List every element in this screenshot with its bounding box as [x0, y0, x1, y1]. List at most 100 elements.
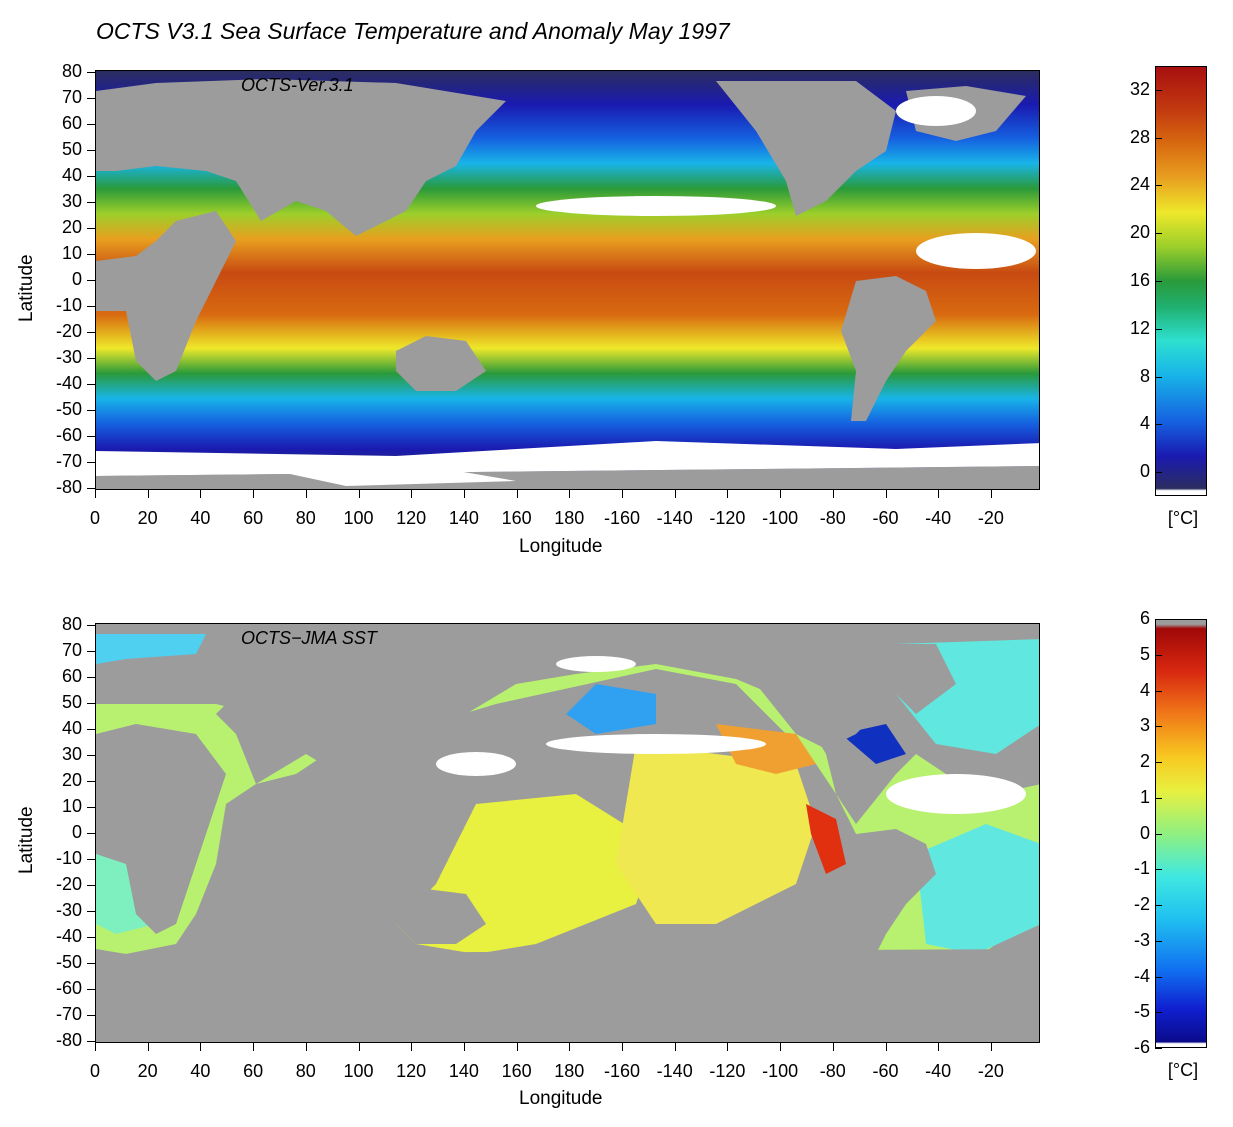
x-tick-mark	[990, 1043, 992, 1051]
colorbar-tick-mark	[1155, 976, 1162, 978]
x-tick-label: 180	[554, 1061, 585, 1081]
y-tick-mark	[87, 1015, 95, 1016]
y-tick-label: -30	[55, 900, 82, 920]
y-tick-label: 70	[61, 640, 82, 660]
colorbar-tick-mark	[1155, 137, 1162, 139]
y-tick-label: 40	[61, 165, 82, 185]
x-tick-label: 120	[396, 1061, 427, 1081]
x-tick-label: 20	[137, 1061, 158, 1081]
y-tick-mark	[87, 202, 95, 203]
colorbar-tick-label: -5	[1133, 1001, 1150, 1022]
y-tick-mark	[87, 651, 95, 652]
panel-label: OCTS-Ver.3.1	[241, 75, 354, 95]
sst-colorbar	[1155, 66, 1207, 496]
x-tick-label: 0	[89, 508, 100, 528]
colorbar-tick-mark	[1155, 233, 1162, 235]
y-tick-label: 30	[61, 191, 82, 211]
anomaly-field-image	[96, 624, 1039, 1042]
y-tick-mark	[87, 254, 95, 255]
missing-data	[96, 96, 1039, 486]
colorbar-tick-label: -2	[1133, 894, 1150, 914]
x-tick-label: 140	[448, 508, 479, 528]
x-tick-mark	[622, 490, 623, 498]
colorbar-tick-mark	[1155, 281, 1162, 282]
x-tick-label: 60	[243, 1061, 264, 1081]
x-tick-label: -20	[977, 1061, 1004, 1081]
y-tick-label: -80	[55, 1030, 82, 1050]
y-tick-mark	[87, 885, 95, 886]
y-tick-mark	[87, 384, 95, 385]
colorbar-tick-mark	[1155, 797, 1162, 799]
colorbar-tick-label: 20	[1129, 222, 1150, 243]
x-tick-mark	[253, 1043, 255, 1051]
colorbar-tick-mark	[1155, 833, 1162, 835]
y-tick-mark	[87, 833, 95, 834]
y-tick-label: -60	[55, 978, 82, 998]
x-tick-mark	[569, 1043, 571, 1051]
y-tick-mark	[87, 963, 95, 964]
x-tick-mark	[463, 490, 465, 498]
x-tick-label: 100	[343, 1061, 374, 1081]
x-tick-label: 160	[501, 508, 532, 528]
x-tick-mark	[516, 490, 518, 498]
x-tick-mark	[780, 1043, 782, 1051]
y-tick-label: 10	[61, 243, 82, 263]
y-tick-mark	[87, 781, 95, 782]
x-tick-label: 80	[295, 508, 316, 528]
x-tick-label: 100	[343, 508, 374, 528]
x-tick-label: 140	[448, 1061, 479, 1081]
y-tick-mark	[87, 72, 95, 73]
y-tick-mark	[87, 280, 95, 281]
x-tick-mark	[622, 1043, 623, 1051]
x-tick-label: -100	[762, 1061, 799, 1081]
y-tick-label: 20	[61, 217, 82, 237]
y-tick-label: 10	[61, 796, 82, 816]
x-tick-mark	[674, 1043, 676, 1051]
x-tick-mark	[200, 1043, 202, 1051]
x-tick-mark	[147, 490, 149, 498]
anomaly-colorbar	[1155, 619, 1207, 1048]
colorbar-tick-label: 24	[1129, 174, 1150, 195]
x-tick-mark	[938, 1043, 940, 1051]
colorbar-tick-mark	[1155, 328, 1162, 330]
x-tick-mark	[253, 490, 255, 498]
land-mask	[96, 644, 1039, 1042]
x-tick-label: 40	[190, 508, 211, 528]
x-tick-label: -100	[762, 508, 799, 528]
y-tick-label: -40	[55, 373, 82, 393]
y-tick-label: 60	[61, 666, 82, 686]
sst-map: OCTS-Ver.3.1	[95, 70, 1040, 490]
colorbar-tick-mark	[1155, 89, 1162, 91]
y-tick-label: -30	[55, 347, 82, 367]
colorbar-unit: [°C]	[1167, 508, 1199, 528]
colorbar-tick-label: 4	[1139, 679, 1150, 700]
x-tick-mark	[358, 1043, 360, 1051]
x-tick-mark	[990, 490, 992, 498]
y-tick-label: -20	[55, 874, 82, 894]
colorbar-tick-mark	[1155, 654, 1162, 656]
x-tick-mark	[780, 490, 782, 498]
x-tick-mark	[147, 1043, 149, 1051]
x-tick-mark	[95, 490, 96, 498]
x-tick-label: 120	[396, 508, 427, 528]
y-tick-mark	[87, 859, 95, 860]
y-tick-label: 80	[61, 61, 82, 81]
x-tick-label: -160	[603, 1061, 641, 1081]
x-tick-mark	[727, 490, 729, 498]
colorbar-tick-mark	[1155, 1012, 1162, 1014]
colorbar-tick-label: 12	[1129, 317, 1150, 338]
y-tick-label: -10	[55, 295, 82, 315]
y-tick-mark	[87, 989, 95, 990]
y-tick-label: -40	[55, 926, 82, 946]
y-tick-label: 80	[61, 614, 82, 634]
x-tick-mark	[411, 490, 413, 498]
x-tick-label: -40	[925, 1061, 952, 1081]
y-tick-label: 40	[61, 718, 82, 738]
y-tick-label: 0	[71, 269, 82, 289]
y-tick-label: -70	[55, 451, 82, 471]
y-tick-mark	[87, 625, 95, 626]
y-tick-mark	[87, 703, 95, 704]
x-tick-label: -140	[656, 1061, 693, 1081]
colorbar-tick-mark	[1155, 424, 1162, 426]
colorbar-tick-label: 6	[1139, 608, 1150, 628]
